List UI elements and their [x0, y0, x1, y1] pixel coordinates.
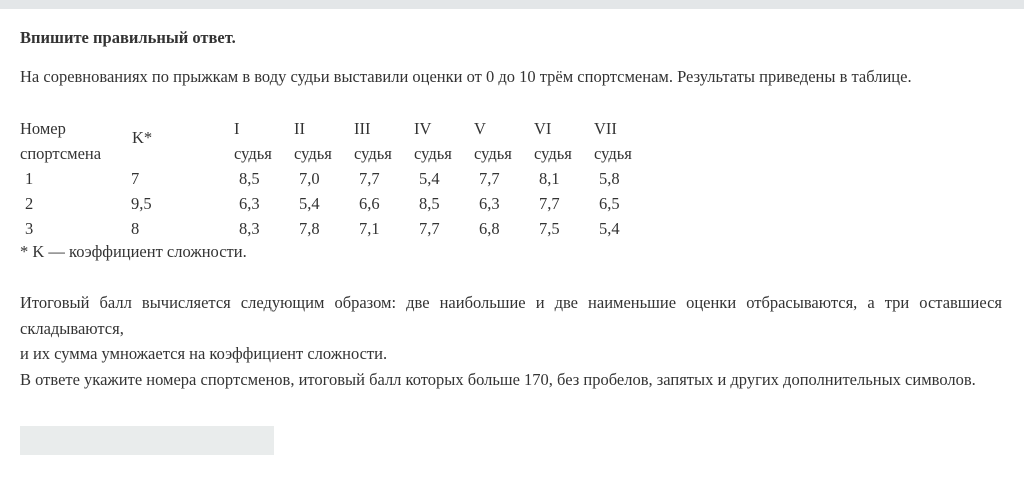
- header-athlete-line1: Номер: [20, 119, 66, 138]
- difficulty-coefficient: 8: [131, 219, 140, 238]
- athlete-number: 3: [25, 219, 34, 238]
- judge-score: 6,6: [359, 194, 380, 213]
- judge-score: 5,4: [599, 219, 620, 238]
- header-judge-label: судья: [294, 144, 332, 163]
- difficulty-coefficient: 7: [131, 169, 140, 188]
- judge-score: 5,4: [299, 194, 320, 213]
- judge-score: 7,8: [299, 219, 320, 238]
- task-title: Впишите правильный ответ.: [20, 28, 236, 47]
- header-judge-num: II: [294, 119, 305, 138]
- header-judge-num: III: [354, 119, 371, 138]
- instructions-line: В ответе укажите номера спортсменов, ито…: [20, 369, 976, 389]
- table-row: 3 8 8,3 7,8 7,1 7,7 6,8 7,5 5,4: [20, 216, 654, 241]
- judge-score: 5,4: [419, 169, 440, 188]
- judge-score: 8,3: [239, 219, 260, 238]
- judge-score: 7,7: [419, 219, 440, 238]
- header-judge-label: судья: [234, 144, 272, 163]
- judge-score: 7,7: [539, 194, 560, 213]
- answer-input[interactable]: [20, 426, 274, 455]
- header-judge-num: I: [234, 119, 240, 138]
- judge-score: 5,8: [599, 169, 620, 188]
- instructions-line: Итоговый балл вычисляется следующим обра…: [20, 293, 1002, 338]
- header-judge-num: VII: [594, 119, 617, 138]
- athlete-number: 1: [25, 169, 34, 188]
- header-judge-label: судья: [474, 144, 512, 163]
- judge-score: 7,7: [479, 169, 500, 188]
- judge-score: 7,0: [299, 169, 320, 188]
- header-judge-label: судья: [594, 144, 632, 163]
- header-athlete-line2: спортсмена: [20, 144, 102, 163]
- judge-score: 8,5: [419, 194, 440, 213]
- table-row: 1 7 8,5 7,0 7,7 5,4 7,7 8,1 5,8: [20, 166, 654, 191]
- header-judge-num: V: [474, 119, 486, 138]
- footnote: * K — коэффициент сложности.: [20, 242, 247, 261]
- header-judge-num: VI: [534, 119, 552, 138]
- header-judge-num: IV: [414, 119, 432, 138]
- judge-score: 7,7: [359, 169, 380, 188]
- instructions: Итоговый балл вычисляется следующим обра…: [20, 290, 1002, 392]
- judge-score: 7,5: [539, 219, 560, 238]
- results-table: Номер K* I II III IV V VI VII спортсмена…: [20, 116, 654, 241]
- task-intro: На соревнованиях по прыжкам в воду судьи…: [20, 67, 912, 86]
- judge-score: 6,8: [479, 219, 500, 238]
- difficulty-coefficient: 9,5: [131, 194, 152, 213]
- header-judge-label: судья: [354, 144, 392, 163]
- header-judge-label: судья: [534, 144, 572, 163]
- judge-score: 6,5: [599, 194, 620, 213]
- judge-score: 7,1: [359, 219, 380, 238]
- judge-score: 6,3: [479, 194, 500, 213]
- judge-score: 8,5: [239, 169, 260, 188]
- table-row: 2 9,5 6,3 5,4 6,6 8,5 6,3 7,7 6,5: [20, 191, 654, 216]
- judge-score: 6,3: [239, 194, 260, 213]
- athlete-number: 2: [25, 194, 34, 213]
- instructions-line: и их сумма умножается на коэффициент сло…: [20, 344, 388, 363]
- header-k: K*: [132, 128, 153, 147]
- header-judge-label: судья: [414, 144, 452, 163]
- judge-score: 8,1: [539, 169, 560, 188]
- top-bar: [0, 0, 1024, 9]
